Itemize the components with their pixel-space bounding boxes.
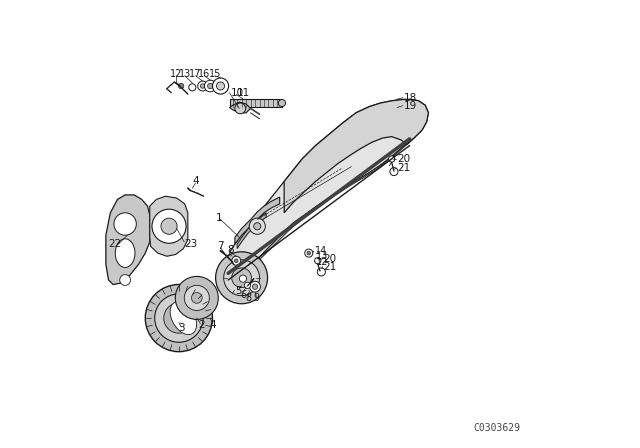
- Circle shape: [145, 284, 212, 352]
- Text: 20: 20: [324, 254, 337, 264]
- Text: 8: 8: [227, 245, 234, 255]
- Text: 6: 6: [240, 290, 246, 300]
- Circle shape: [305, 249, 313, 257]
- Circle shape: [388, 156, 395, 162]
- Circle shape: [179, 83, 184, 89]
- Text: 12: 12: [170, 69, 182, 79]
- Circle shape: [207, 83, 213, 89]
- Circle shape: [164, 303, 194, 333]
- Text: 7: 7: [217, 241, 224, 251]
- Circle shape: [315, 258, 321, 264]
- Circle shape: [175, 276, 218, 319]
- Circle shape: [250, 281, 260, 292]
- Circle shape: [212, 78, 228, 94]
- Text: 21: 21: [397, 163, 410, 173]
- Polygon shape: [230, 99, 282, 107]
- Text: 8: 8: [245, 293, 252, 303]
- Text: 19: 19: [404, 101, 417, 111]
- Circle shape: [278, 99, 285, 107]
- Circle shape: [232, 268, 252, 288]
- Polygon shape: [230, 102, 251, 113]
- Text: 2: 2: [198, 320, 205, 330]
- Polygon shape: [228, 138, 414, 287]
- Text: 18: 18: [404, 93, 417, 103]
- Text: 3: 3: [178, 323, 184, 333]
- Circle shape: [152, 209, 186, 243]
- Circle shape: [120, 275, 131, 285]
- Circle shape: [224, 260, 260, 296]
- Text: 1: 1: [216, 213, 223, 223]
- Polygon shape: [284, 99, 428, 213]
- Polygon shape: [225, 99, 428, 287]
- Circle shape: [216, 82, 225, 90]
- Text: 9: 9: [253, 293, 259, 303]
- Circle shape: [184, 285, 209, 310]
- Circle shape: [234, 259, 238, 263]
- Circle shape: [161, 218, 177, 234]
- Circle shape: [200, 84, 205, 88]
- Circle shape: [239, 275, 246, 282]
- Text: 13: 13: [179, 69, 191, 79]
- Text: 12: 12: [316, 257, 328, 267]
- Text: 11: 11: [237, 88, 250, 98]
- Circle shape: [253, 223, 261, 230]
- Text: 5: 5: [236, 286, 241, 296]
- Circle shape: [114, 213, 136, 235]
- Text: 4: 4: [192, 177, 199, 186]
- Circle shape: [189, 84, 196, 91]
- Text: 17: 17: [189, 69, 202, 79]
- Text: 21: 21: [324, 262, 337, 271]
- Circle shape: [198, 81, 207, 91]
- Text: 22: 22: [109, 239, 122, 249]
- Text: 4: 4: [209, 320, 216, 330]
- Polygon shape: [235, 197, 280, 244]
- Circle shape: [390, 168, 398, 176]
- Circle shape: [252, 284, 258, 289]
- Circle shape: [244, 282, 251, 289]
- Circle shape: [155, 294, 203, 342]
- Text: C0303629: C0303629: [474, 423, 520, 433]
- Text: 13: 13: [316, 251, 328, 261]
- Text: 16: 16: [198, 69, 211, 79]
- Circle shape: [216, 252, 268, 304]
- Circle shape: [235, 103, 246, 114]
- Text: 15: 15: [209, 69, 221, 79]
- Circle shape: [191, 293, 202, 303]
- Text: 23: 23: [185, 239, 198, 249]
- Circle shape: [232, 256, 241, 265]
- Circle shape: [307, 251, 310, 255]
- Circle shape: [204, 80, 216, 92]
- Text: 20: 20: [397, 154, 410, 164]
- Text: 14: 14: [315, 246, 327, 256]
- Circle shape: [249, 218, 266, 234]
- Text: 10: 10: [230, 88, 244, 98]
- Polygon shape: [237, 213, 266, 249]
- Ellipse shape: [115, 239, 135, 267]
- Polygon shape: [106, 195, 150, 284]
- Polygon shape: [150, 196, 188, 256]
- Circle shape: [317, 268, 325, 276]
- Ellipse shape: [170, 302, 196, 335]
